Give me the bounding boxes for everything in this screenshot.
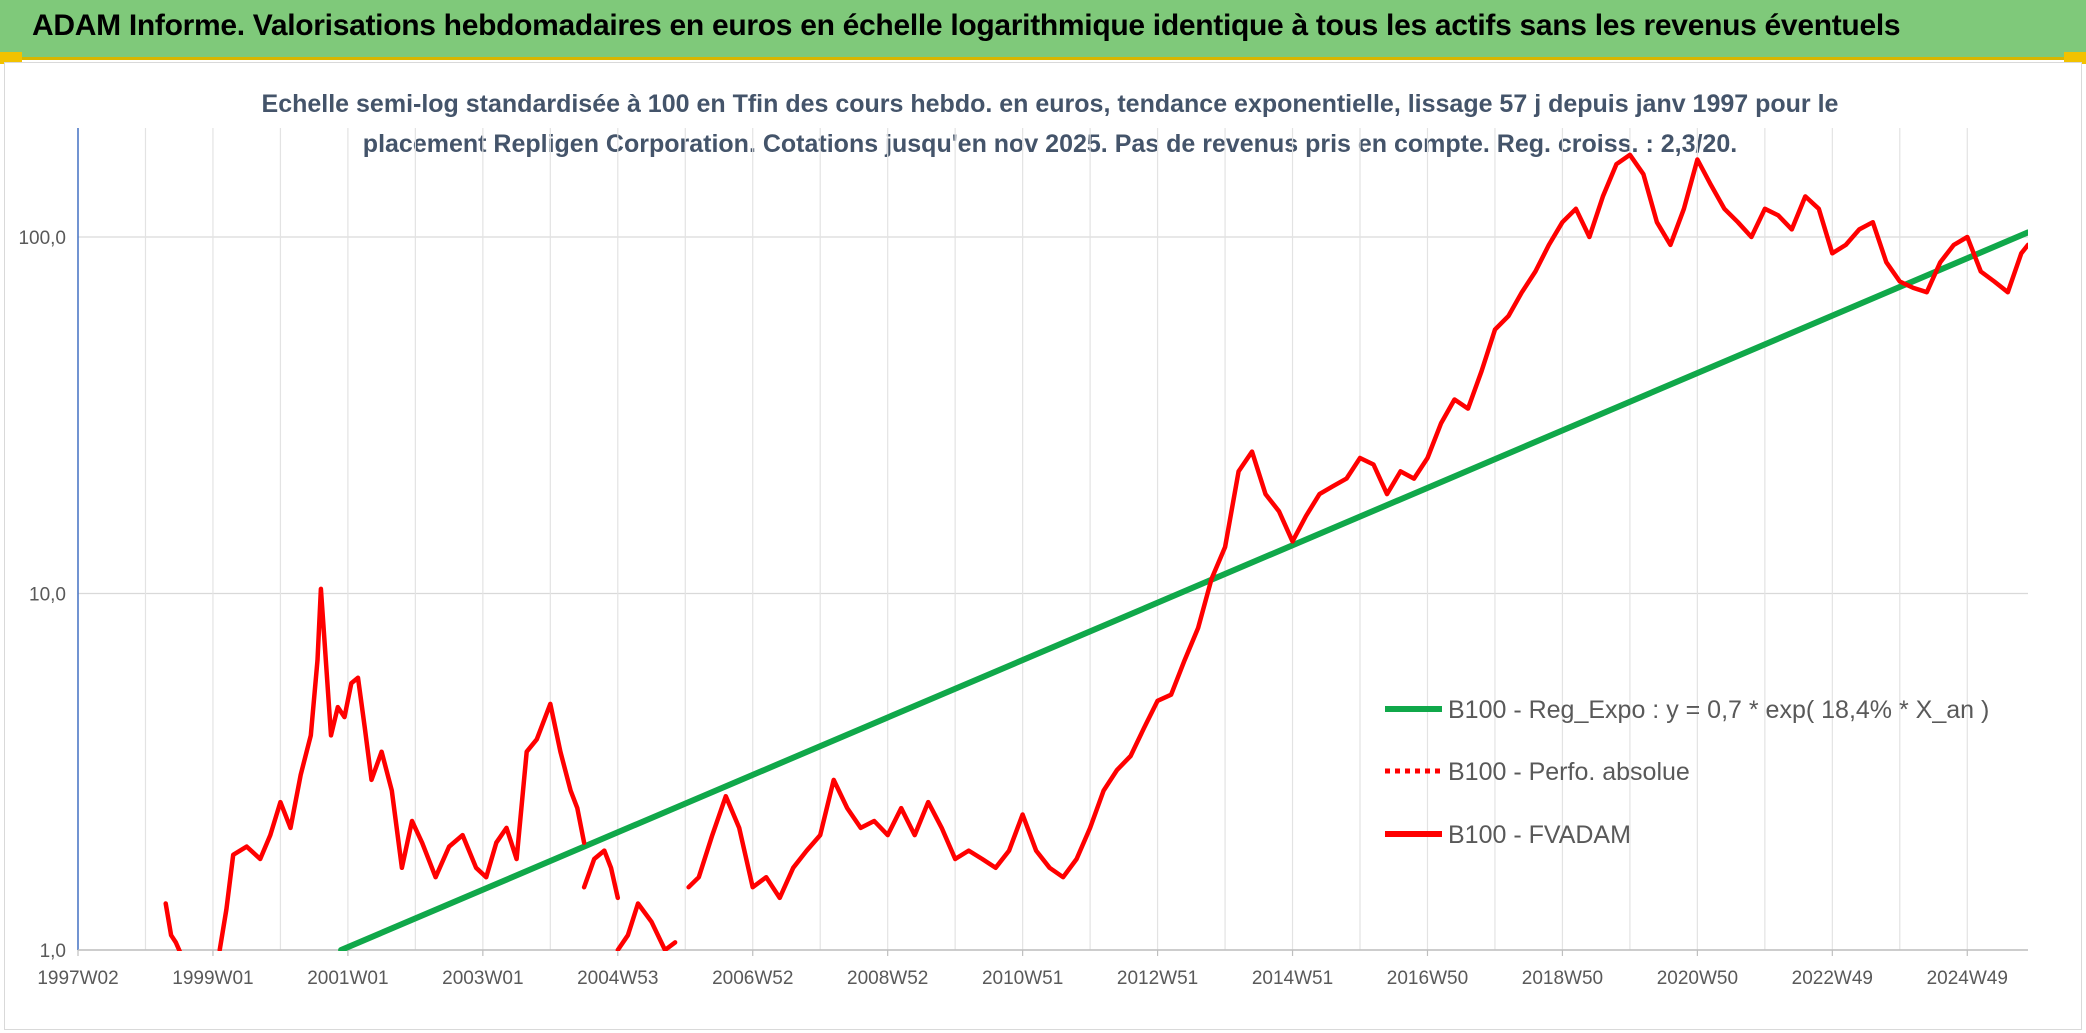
x-tick-label: 2010W51: [982, 968, 1063, 989]
x-tick-label: 2024W49: [1927, 968, 2008, 989]
x-tick-label: 2006W52: [712, 968, 793, 989]
x-tick-label: 2022W49: [1792, 968, 1873, 989]
series-line-2: [217, 586, 587, 951]
legend-label-0: B100 - Reg_Expo : y = 0,7 * exp( 18,4% *…: [1448, 696, 1989, 724]
header-banner: ADAM Informe. Valorisations hebdomadaire…: [0, 0, 2086, 60]
y-tick-label: 100,0: [18, 228, 66, 249]
legend: B100 - Reg_Expo : y = 0,7 * exp( 18,4% *…: [1385, 696, 1989, 849]
x-tick-label: 2012W51: [1117, 968, 1198, 989]
y-tick-label: 1,0: [40, 941, 66, 962]
series-line-0: [338, 229, 2028, 951]
x-tick-label: 2003W01: [442, 968, 523, 989]
report-title: ADAM Informe. Valorisations hebdomadaire…: [32, 9, 1901, 42]
x-tick-label: 2001W01: [307, 968, 388, 989]
chart-panel: [4, 62, 2082, 1030]
x-tick-label: 2008W52: [847, 968, 928, 989]
legend-label-2: B100 - FVADAM: [1448, 821, 1631, 849]
x-tick-label: 2014W51: [1252, 968, 1333, 989]
x-tick-label: 2020W50: [1657, 968, 1738, 989]
series-line-2: [163, 901, 183, 951]
series-line-2: [615, 901, 678, 951]
series-layer: [163, 152, 2028, 951]
x-tick-label: 2016W50: [1387, 968, 1468, 989]
x-tick-label: 1999W01: [172, 968, 253, 989]
grid: [77, 128, 2028, 951]
series-line-2: [581, 848, 621, 901]
x-tick-label: 2004W53: [577, 968, 658, 989]
corner-marker-left: [0, 52, 22, 64]
legend-label-1: B100 - Perfo. absolue: [1448, 758, 1690, 786]
x-tick-label: 1997W02: [37, 968, 118, 989]
series-line-2: [686, 152, 2028, 901]
x-tick-label: 2018W50: [1522, 968, 1603, 989]
chart-title: Echelle semi-log standardisée à 100 en T…: [240, 84, 1860, 164]
axes: 1,0 10,0 100,0 1997W02 1999W01 2001W01 2003W01…: [18, 128, 2028, 989]
chart-title-line-2: placement Repligen Corporation. Cotation…: [362, 130, 1738, 158]
chart-title-line-1: Echelle semi-log standardisée à 100 en T…: [261, 90, 1839, 118]
corner-marker-right: [2064, 52, 2086, 64]
y-tick-label: 10,0: [29, 585, 66, 606]
